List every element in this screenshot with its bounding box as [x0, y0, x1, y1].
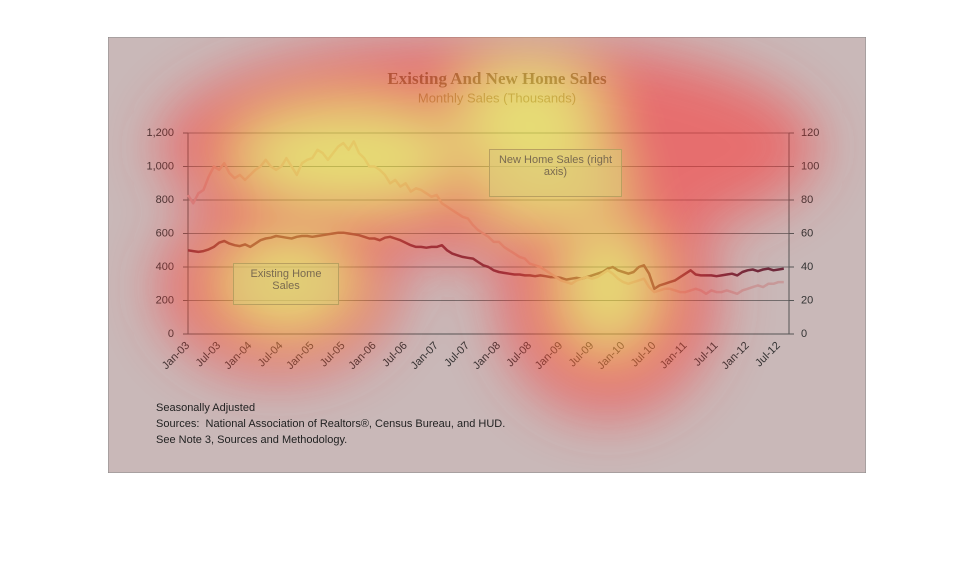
y-tick-label: 0 [168, 328, 174, 340]
y2-tick-label: 60 [801, 227, 813, 239]
y-tick-label: 1,200 [146, 127, 174, 139]
y-tick-label: 1,000 [146, 160, 174, 172]
footnote: Sources: National Association of Realtor… [156, 418, 506, 430]
footnote: Seasonally Adjusted [156, 402, 256, 414]
y-tick-label: 200 [156, 294, 174, 306]
annotation-existing-home-sales: Existing Home Sales [233, 263, 339, 305]
chart-title: Existing And New Home Sales [387, 69, 607, 88]
y-tick-label: 400 [156, 261, 174, 273]
y2-tick-label: 120 [801, 127, 819, 139]
y2-tick-label: 40 [801, 261, 813, 273]
y2-tick-label: 80 [801, 194, 813, 206]
chart-subtitle: Monthly Sales (Thousands) [418, 90, 576, 105]
y2-tick-label: 100 [801, 160, 819, 172]
y-tick-label: 600 [156, 227, 174, 239]
y2-tick-label: 0 [801, 328, 807, 340]
y-tick-label: 800 [156, 194, 174, 206]
footnote: See Note 3, Sources and Methodology. [156, 434, 348, 446]
y2-tick-label: 20 [801, 294, 813, 306]
annotation-new-home-sales: New Home Sales (right axis) [489, 149, 622, 197]
